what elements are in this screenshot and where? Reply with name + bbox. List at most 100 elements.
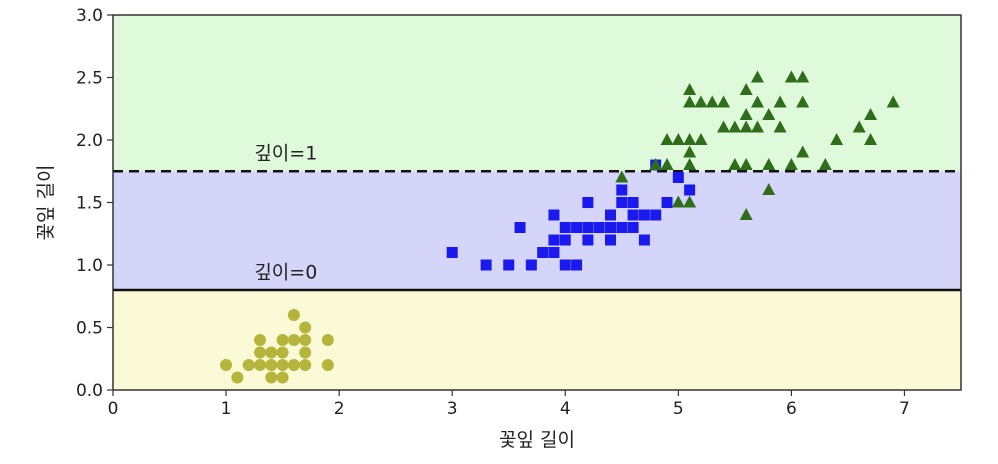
- region-1: [113, 171, 961, 290]
- point-square-9: [559, 259, 571, 271]
- point-square-8: [548, 209, 560, 221]
- x-tick-label-1: 1: [221, 399, 232, 419]
- point-circle-17: [299, 346, 312, 359]
- point-square-22: [616, 197, 628, 208]
- point-circle-19: [299, 321, 312, 334]
- x-tick-label-2: 2: [334, 399, 345, 419]
- y-tick-label-1: 0.5: [76, 319, 103, 339]
- point-square-28: [638, 209, 650, 221]
- y-tick-label-0: 0.0: [76, 381, 103, 401]
- point-square-23: [616, 184, 628, 196]
- point-square-4: [525, 259, 537, 271]
- point-circle-10: [276, 359, 289, 371]
- point-circle-9: [276, 371, 289, 384]
- point-triangle-15: [717, 120, 731, 133]
- point-circle-15: [287, 309, 300, 321]
- point-square-25: [627, 209, 639, 221]
- point-square-10: [559, 234, 571, 246]
- point-triangle-9: [683, 133, 697, 145]
- point-square-17: [593, 222, 605, 233]
- point-triangle-41: [864, 108, 878, 120]
- point-circle-13: [287, 359, 300, 371]
- point-triangle-5: [671, 133, 685, 145]
- point-triangle-13: [694, 95, 708, 108]
- point-triangle-29: [762, 108, 776, 120]
- point-triangle-17: [728, 158, 742, 170]
- point-circle-12: [276, 334, 289, 346]
- point-triangle-23: [739, 83, 753, 95]
- point-triangle-35: [796, 95, 810, 108]
- point-triangle-34: [796, 145, 810, 158]
- point-triangle-38: [830, 133, 844, 145]
- y-tick-label-5: 2.5: [76, 69, 103, 89]
- point-square-7: [548, 234, 560, 246]
- point-square-2: [503, 259, 515, 271]
- point-square-26: [627, 197, 639, 208]
- point-triangle-21: [739, 120, 753, 133]
- x-axis-ticks: 0 1 2 3 4 5 6 7: [108, 390, 910, 419]
- point-circle-0: [220, 359, 233, 371]
- point-triangle-0: [615, 170, 629, 183]
- boundary-label-depth-0: 깊이=0: [254, 261, 317, 283]
- x-tick-label-4: 4: [560, 399, 571, 419]
- point-circle-1: [231, 371, 244, 384]
- point-triangle-16: [717, 95, 731, 108]
- point-triangle-4: [671, 195, 685, 208]
- point-triangle-1: [649, 158, 663, 170]
- point-triangle-32: [784, 158, 798, 170]
- point-triangle-25: [750, 95, 764, 108]
- point-circle-8: [265, 346, 278, 359]
- y-tick-label-2: 1.0: [76, 256, 103, 276]
- data-points: [220, 70, 900, 384]
- point-circle-6: [265, 371, 278, 384]
- x-tick-label-5: 5: [673, 399, 684, 419]
- point-triangle-7: [683, 158, 697, 170]
- y-axis-ticks: 0.0 0.5 1.0 1.5 2.0 2.5 3.0: [76, 6, 113, 401]
- point-square-12: [571, 259, 583, 271]
- point-triangle-31: [773, 95, 787, 108]
- point-square-32: [672, 172, 684, 183]
- point-triangle-37: [818, 158, 832, 170]
- point-circle-20: [321, 359, 334, 371]
- point-square-33: [684, 184, 696, 196]
- point-square-27: [638, 234, 650, 246]
- decision-regions: [113, 15, 961, 390]
- point-circle-2: [242, 359, 255, 371]
- point-square-0: [446, 247, 458, 258]
- point-square-31: [661, 197, 673, 208]
- point-square-11: [559, 222, 571, 233]
- point-circle-16: [299, 359, 312, 371]
- point-triangle-12: [694, 133, 708, 145]
- x-tick-label-6: 6: [786, 399, 797, 419]
- point-circle-11: [276, 346, 289, 359]
- point-triangle-26: [750, 70, 764, 83]
- point-triangle-3: [660, 133, 674, 145]
- point-triangle-42: [886, 95, 900, 108]
- region-2: [113, 15, 961, 172]
- point-square-16: [582, 197, 594, 208]
- point-square-3: [514, 222, 526, 233]
- point-square-24: [627, 222, 639, 233]
- point-circle-21: [321, 334, 334, 346]
- point-square-14: [582, 234, 594, 246]
- point-triangle-36: [796, 70, 810, 83]
- point-square-21: [616, 222, 628, 233]
- point-triangle-14: [705, 95, 719, 108]
- y-tick-label-6: 3.0: [76, 6, 103, 26]
- point-circle-4: [253, 346, 266, 359]
- point-square-6: [548, 247, 560, 258]
- x-axis-label: 꽃잎 길이: [499, 429, 575, 451]
- x-tick-label-0: 0: [108, 399, 119, 419]
- point-triangle-33: [784, 70, 798, 83]
- y-axis-label: 꽃잎 길이: [35, 165, 57, 241]
- point-triangle-19: [739, 208, 753, 220]
- x-tick-label-7: 7: [899, 399, 910, 419]
- point-square-19: [604, 222, 616, 233]
- point-triangle-28: [762, 158, 776, 170]
- boundary-annotations: 깊이=0 깊이=1: [254, 143, 317, 284]
- point-triangle-30: [773, 120, 787, 133]
- point-triangle-8: [683, 145, 697, 158]
- point-triangle-24: [750, 120, 764, 133]
- point-circle-3: [253, 359, 266, 371]
- y-tick-label-4: 2.0: [76, 131, 103, 151]
